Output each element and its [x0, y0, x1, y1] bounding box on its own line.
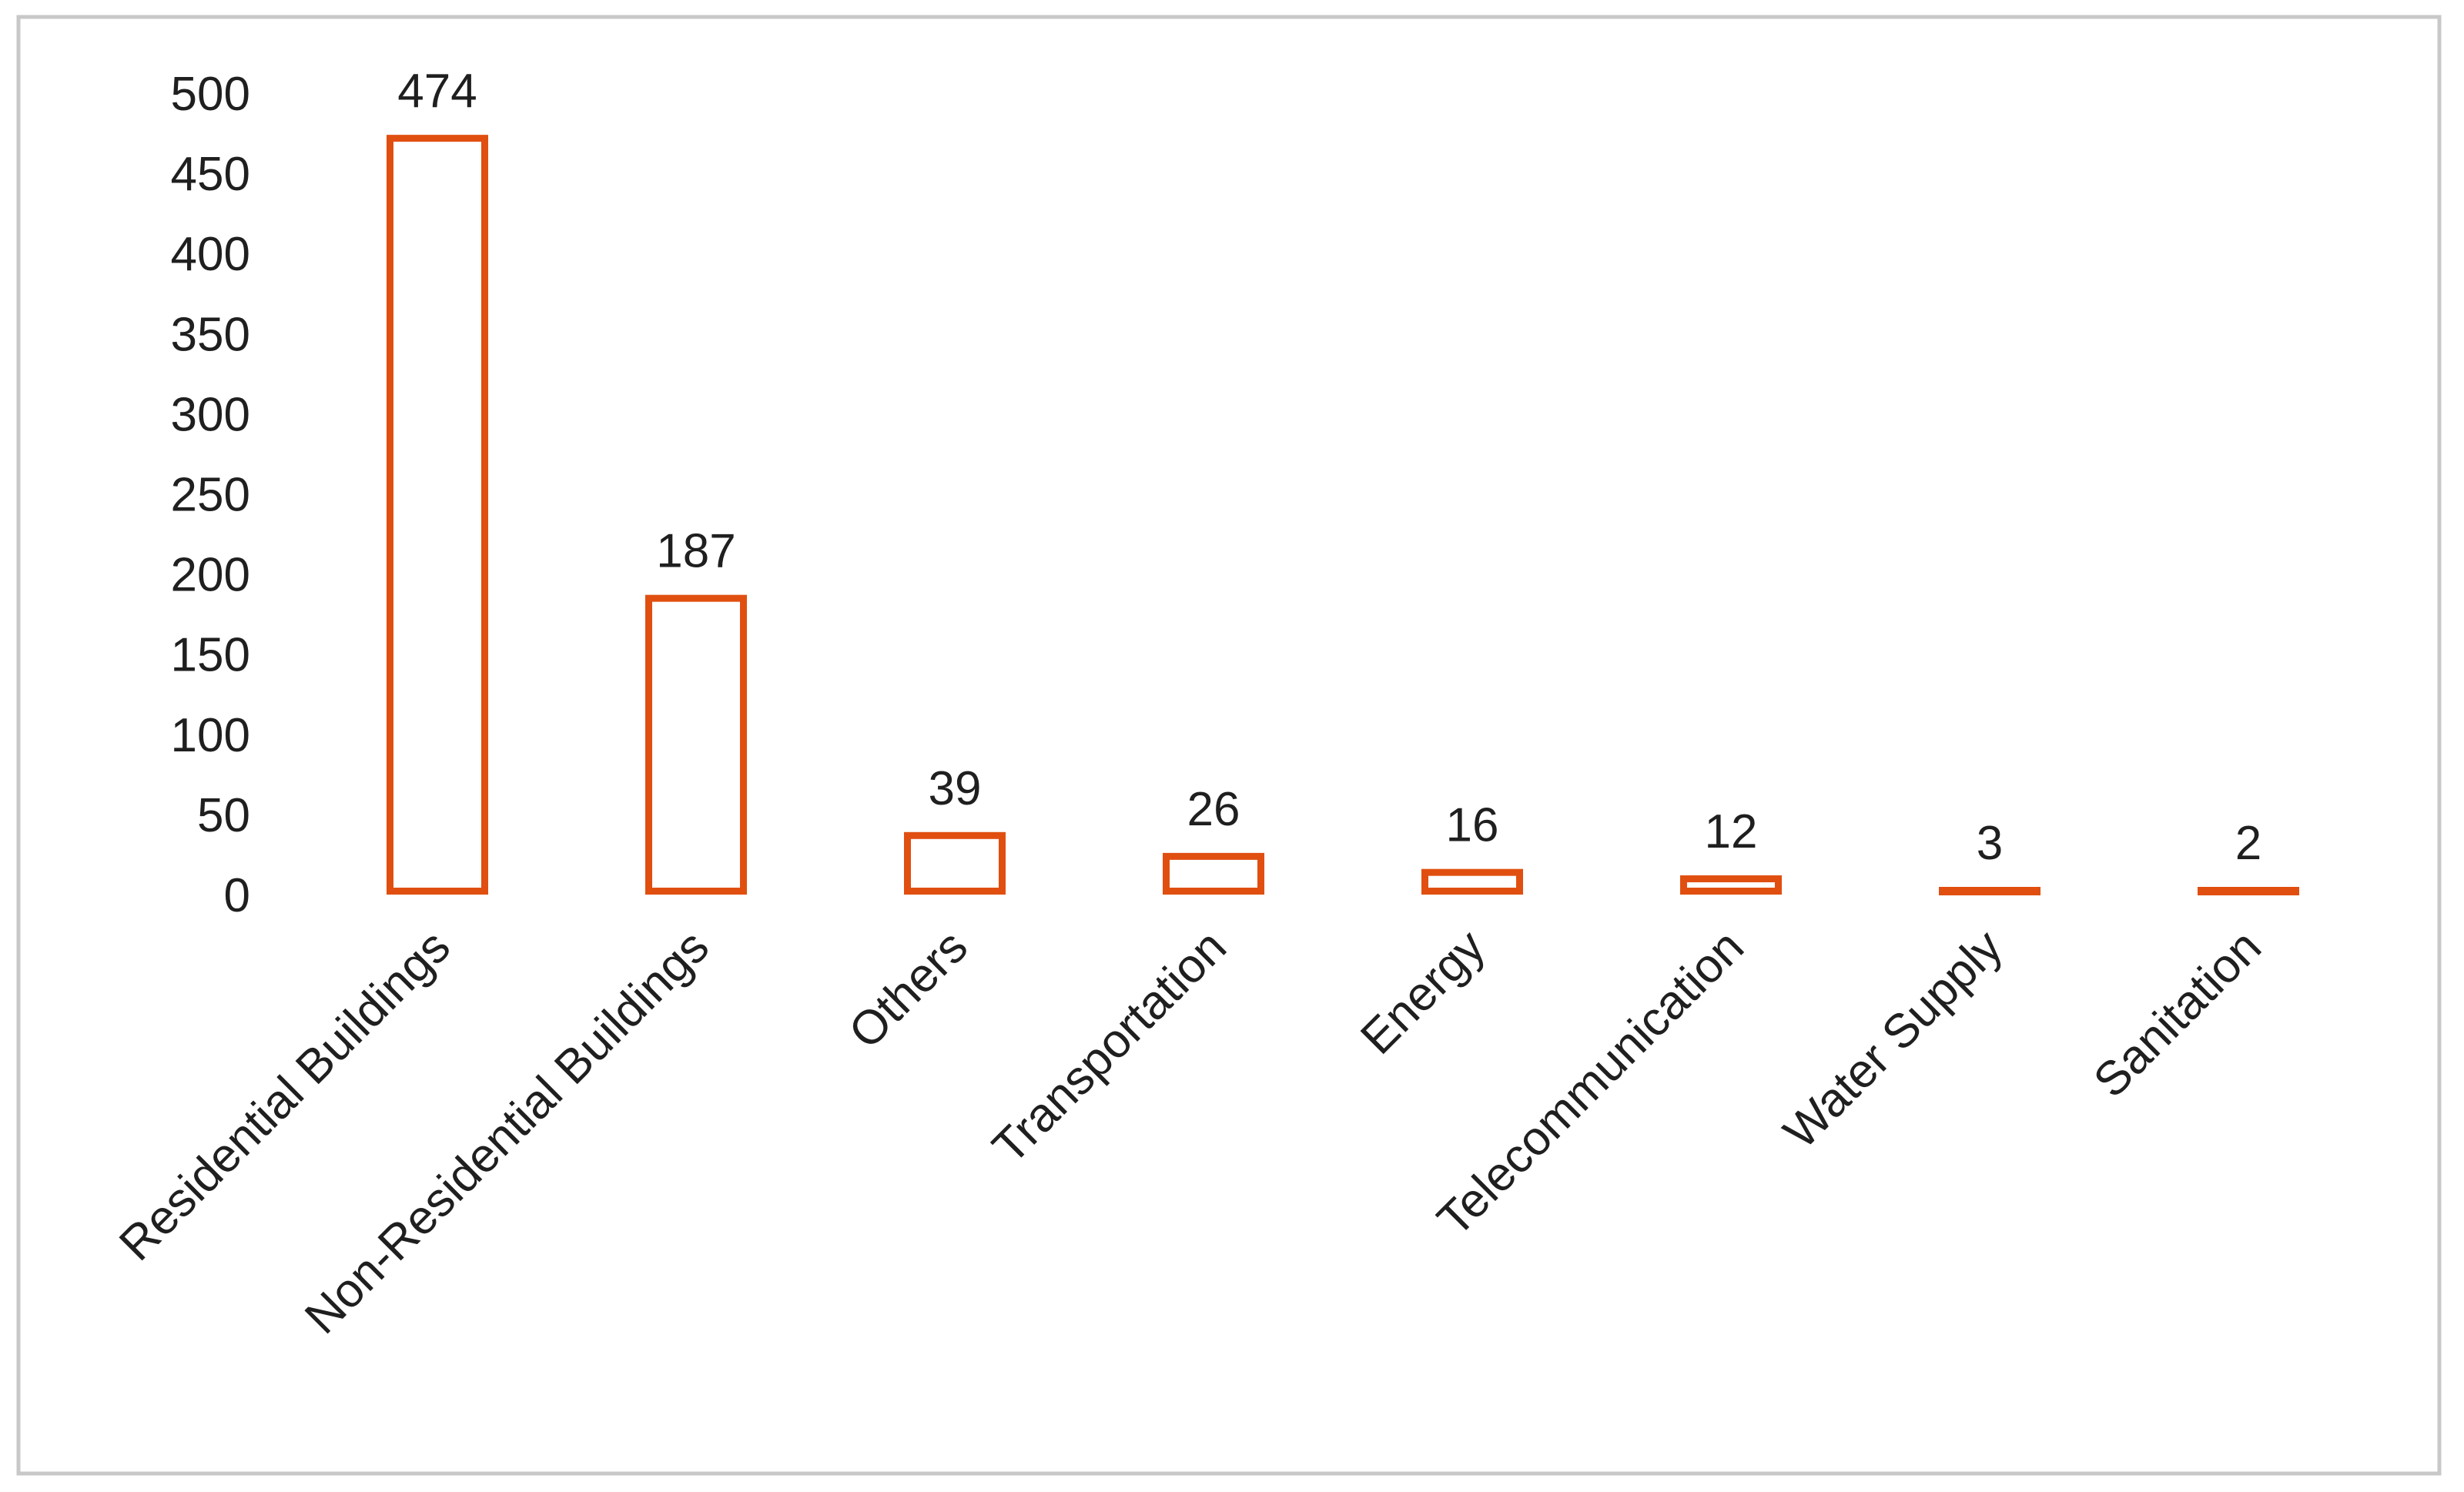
bar-value-label: 26 — [1187, 783, 1240, 836]
bar-value-label: 12 — [1705, 805, 1758, 858]
bar-value-label: 187 — [656, 525, 735, 578]
y-tick-label: 50 — [197, 789, 250, 842]
y-tick-label: 0 — [224, 869, 250, 922]
y-axis-tick-labels: 0 50 100 150 200 250 300 350 400 450 500 — [171, 68, 250, 922]
bar — [387, 135, 488, 895]
y-tick-label: 200 — [171, 549, 250, 602]
bar — [1421, 868, 1523, 895]
bar-value-label: 39 — [929, 762, 982, 815]
bar-value-label: 3 — [1977, 817, 2003, 870]
bar-value-label: 474 — [397, 65, 477, 118]
y-tick-label: 250 — [171, 469, 250, 522]
y-tick-label: 100 — [171, 709, 250, 762]
bar — [645, 594, 747, 895]
y-tick-label: 450 — [171, 148, 250, 201]
y-tick-label: 150 — [171, 629, 250, 682]
bar — [1939, 887, 2040, 895]
bars-group — [387, 135, 2299, 895]
y-tick-label: 500 — [171, 68, 250, 121]
bar — [2198, 887, 2299, 895]
y-tick-label: 350 — [171, 308, 250, 361]
bar-value-label: 16 — [1446, 799, 1499, 852]
y-tick-label: 300 — [171, 388, 250, 441]
bar — [904, 831, 1006, 895]
bar — [1680, 875, 1782, 895]
data-labels-group: 474 187 39 26 16 12 3 2 — [397, 65, 2261, 870]
y-tick-label: 400 — [171, 228, 250, 281]
bar — [1163, 852, 1264, 895]
bar-value-label: 2 — [2235, 817, 2261, 870]
